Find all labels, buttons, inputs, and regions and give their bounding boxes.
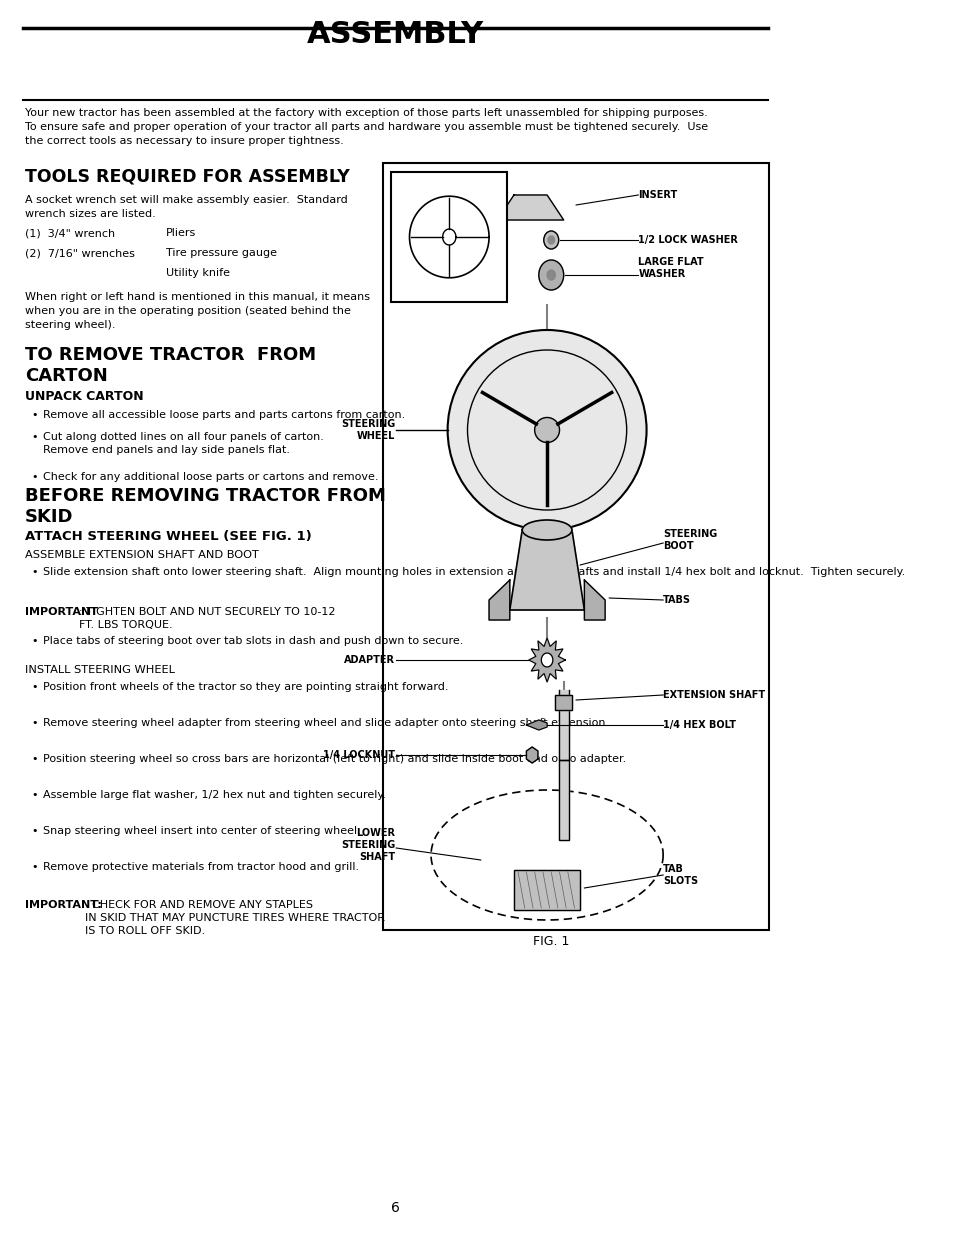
Circle shape <box>538 261 563 290</box>
Text: Check for any additional loose parts or cartons and remove.: Check for any additional loose parts or … <box>43 472 378 482</box>
Circle shape <box>540 653 553 667</box>
Text: Snap steering wheel insert into center of steering wheel.: Snap steering wheel insert into center o… <box>43 826 360 836</box>
Text: ASSEMBLE EXTENSION SHAFT AND BOOT: ASSEMBLE EXTENSION SHAFT AND BOOT <box>25 550 258 559</box>
Text: (1)  3/4" wrench: (1) 3/4" wrench <box>25 228 115 238</box>
Text: Assemble large flat washer, 1/2 hex nut and tighten securely.: Assemble large flat washer, 1/2 hex nut … <box>43 790 386 800</box>
Polygon shape <box>526 720 546 730</box>
Text: STEERING
WHEEL: STEERING WHEEL <box>341 419 395 441</box>
Text: Pliers: Pliers <box>166 228 195 238</box>
Text: TABS: TABS <box>662 595 690 605</box>
Text: •: • <box>31 755 38 764</box>
Text: TOOLS REQUIRED FOR ASSEMBLY: TOOLS REQUIRED FOR ASSEMBLY <box>25 167 349 185</box>
Text: CHECK FOR AND REMOVE ANY STAPLES
IN SKID THAT MAY PUNCTURE TIRES WHERE TRACTOR
I: CHECK FOR AND REMOVE ANY STAPLES IN SKID… <box>85 900 384 936</box>
Bar <box>514 869 579 910</box>
Text: INSERT: INSERT <box>638 190 677 200</box>
Text: When right or left hand is mentioned in this manual, it means
when you are in th: When right or left hand is mentioned in … <box>25 291 370 330</box>
Text: •: • <box>31 826 38 836</box>
Text: (2)  7/16" wrenches: (2) 7/16" wrenches <box>25 248 134 258</box>
Text: 1/2 LOCK WASHER: 1/2 LOCK WASHER <box>638 235 738 245</box>
Bar <box>558 760 568 840</box>
Text: Utility knife: Utility knife <box>166 268 230 278</box>
Polygon shape <box>497 195 563 220</box>
Text: ADAPTER: ADAPTER <box>344 655 395 664</box>
Text: Cut along dotted lines on all four panels of carton.
Remove end panels and lay s: Cut along dotted lines on all four panel… <box>43 432 324 456</box>
Text: •: • <box>31 432 38 442</box>
Bar <box>514 869 579 910</box>
Bar <box>558 760 568 840</box>
Text: STEERING
BOOT: STEERING BOOT <box>662 529 717 551</box>
Bar <box>555 695 572 710</box>
Polygon shape <box>584 580 604 620</box>
Text: TO REMOVE TRACTOR  FROM
CARTON: TO REMOVE TRACTOR FROM CARTON <box>25 346 315 385</box>
Text: FIG. 1: FIG. 1 <box>533 935 569 948</box>
Text: EXTENSION SHAFT: EXTENSION SHAFT <box>662 690 764 700</box>
Bar <box>391 172 507 303</box>
Text: •: • <box>31 718 38 727</box>
Ellipse shape <box>447 330 646 530</box>
Text: Slide extension shaft onto lower steering shaft.  Align mounting holes in extens: Slide extension shaft onto lower steerin… <box>43 567 904 577</box>
Text: IMPORTANT: IMPORTANT <box>25 606 98 618</box>
Bar <box>555 695 572 710</box>
Text: : TIGHTEN BOLT AND NUT SECURELY TO 10-12
FT. LBS TORQUE.: : TIGHTEN BOLT AND NUT SECURELY TO 10-12… <box>79 606 335 630</box>
Polygon shape <box>526 747 537 763</box>
Text: •: • <box>31 682 38 692</box>
Text: ASSEMBLY: ASSEMBLY <box>307 20 483 49</box>
Text: 1/4 HEX BOLT: 1/4 HEX BOLT <box>662 720 736 730</box>
Polygon shape <box>489 580 509 620</box>
Bar <box>382 163 768 930</box>
Text: INSTALL STEERING WHEEL: INSTALL STEERING WHEEL <box>25 664 174 676</box>
Text: •: • <box>31 410 38 420</box>
Text: Position steering wheel so cross bars are horizontal (left to right) and slide i: Position steering wheel so cross bars ar… <box>43 755 626 764</box>
Text: Position front wheels of the tractor so they are pointing straight forward.: Position front wheels of the tractor so … <box>43 682 448 692</box>
Ellipse shape <box>534 417 559 442</box>
Circle shape <box>547 236 554 245</box>
Text: Place tabs of steering boot over tab slots in dash and push down to secure.: Place tabs of steering boot over tab slo… <box>43 636 463 646</box>
Text: UNPACK CARTON: UNPACK CARTON <box>25 390 143 403</box>
Text: TAB
SLOTS: TAB SLOTS <box>662 863 698 887</box>
Text: Remove all accessible loose parts and parts cartons from carton.: Remove all accessible loose parts and pa… <box>43 410 405 420</box>
Polygon shape <box>509 530 584 610</box>
Text: ATTACH STEERING WHEEL (SEE FIG. 1): ATTACH STEERING WHEEL (SEE FIG. 1) <box>25 530 312 543</box>
Text: Remove protective materials from tractor hood and grill.: Remove protective materials from tractor… <box>43 862 359 872</box>
Text: IMPORTANT:: IMPORTANT: <box>25 900 102 910</box>
Text: •: • <box>31 790 38 800</box>
Text: •: • <box>31 862 38 872</box>
Text: 6: 6 <box>391 1200 399 1215</box>
Circle shape <box>546 270 555 280</box>
Text: Your new tractor has been assembled at the factory with exception of those parts: Your new tractor has been assembled at t… <box>25 107 707 146</box>
Text: A socket wrench set will make assembly easier.  Standard
wrench sizes are listed: A socket wrench set will make assembly e… <box>25 195 347 219</box>
Text: LOWER
STEERING
SHAFT: LOWER STEERING SHAFT <box>341 827 395 862</box>
Text: •: • <box>31 567 38 577</box>
Text: •: • <box>31 472 38 482</box>
Polygon shape <box>528 638 565 682</box>
Bar <box>558 690 568 760</box>
Text: •: • <box>31 636 38 646</box>
Text: BEFORE REMOVING TRACTOR FROM
SKID: BEFORE REMOVING TRACTOR FROM SKID <box>25 487 385 526</box>
Ellipse shape <box>521 520 572 540</box>
Circle shape <box>543 231 558 249</box>
Text: Tire pressure gauge: Tire pressure gauge <box>166 248 276 258</box>
Text: 1/4 LOCKNUT: 1/4 LOCKNUT <box>323 750 395 760</box>
Text: LARGE FLAT
WASHER: LARGE FLAT WASHER <box>638 257 703 279</box>
Text: Remove steering wheel adapter from steering wheel and slide adapter onto steerin: Remove steering wheel adapter from steer… <box>43 718 609 727</box>
